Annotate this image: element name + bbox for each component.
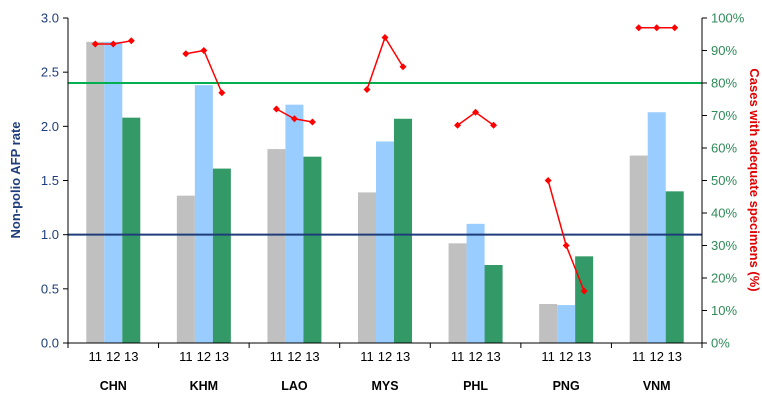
bar-chn-13 [122,117,141,344]
y-tick-label-right: 100% [711,11,745,26]
bar-phl-13 [484,265,503,343]
y-tick-label-left: 2.0 [41,119,59,134]
category-label-lao: LAO [281,379,308,393]
y-tick-label-left: 1.5 [41,173,59,188]
specimen-marker-lao-13 [308,118,316,126]
bar-khm-13 [212,168,231,343]
y-tick-label-right: 10% [711,303,737,318]
specimen-markers-group [91,24,679,295]
y-tick-label-right: 0% [711,336,730,351]
y-tick-label-right: 70% [711,108,737,123]
specimen-marker-khm-12 [200,47,208,54]
year-label-mys-13: 13 [396,349,410,364]
y-tick-label-left: 0.0 [41,336,59,351]
year-label-mys-11: 11 [360,349,374,364]
bar-khm-11 [176,195,195,343]
y-tick-label-left: 2.5 [41,65,59,80]
year-label-png-11: 11 [541,349,555,364]
y-tick-label-right: 30% [711,238,737,253]
bar-png-13 [575,256,594,343]
specimen-marker-lao-12 [290,115,298,123]
year-label-phl-13: 13 [486,349,500,364]
year-label-khm-13: 13 [215,349,229,364]
year-label-khm-12: 12 [197,349,211,364]
specimen-marker-khm-11 [182,50,190,58]
y-tick-label-right: 20% [711,271,737,286]
bar-phl-12 [466,223,485,343]
year-label-chn-13: 13 [124,349,138,364]
specimen-marker-mys-11 [363,86,371,93]
year-label-vnm-12: 12 [649,349,663,364]
year-label-khm-11: 11 [179,349,193,364]
specimen-marker-chn-11 [91,40,99,48]
bar-vnm-13 [665,191,684,343]
bar-lao-11 [267,149,286,343]
y-tick-label-left: 3.0 [41,11,59,26]
year-label-phl-12: 12 [468,349,482,364]
specimen-marker-chn-13 [127,37,135,45]
category-label-png: PNG [553,379,580,393]
bar-lao-12 [285,104,304,344]
year-label-lao-12: 12 [287,349,301,364]
category-label-phl: PHL [463,379,488,393]
y-tick-label-right: 50% [711,173,737,188]
y-tick-label-right: 60% [711,141,737,156]
specimen-marker-mys-12 [381,34,389,41]
year-label-mys-12: 12 [378,349,392,364]
specimen-marker-lao-11 [272,105,280,113]
year-label-png-12: 12 [559,349,573,364]
specimen-marker-phl-13 [490,121,498,129]
specimen-marker-phl-11 [454,121,462,129]
specimen-marker-vnm-12 [653,24,661,32]
reference-lines-group [68,82,702,236]
specimen-marker-chn-12 [109,40,117,48]
specimen-marker-khm-13 [218,89,226,97]
specimen-marker-vnm-13 [671,24,679,32]
year-label-chn-12: 12 [106,349,120,364]
specimen-marker-png-11 [544,177,552,184]
bar-mys-13 [394,118,412,343]
y-axis-title-left: Non-polio AFP rate [8,122,23,239]
bar-chn-12 [104,41,123,343]
specimen-line-mys [366,35,404,90]
specimen-marker-phl-12 [472,108,480,116]
year-label-lao-13: 13 [305,349,319,364]
bar-phl-11 [448,243,467,343]
category-label-mys: MYS [371,379,398,393]
year-label-phl-11: 11 [451,349,465,364]
specimen-marker-mys-13 [399,63,407,71]
category-label-vnm: VNM [643,379,671,393]
y-tick-label-left: 0.5 [41,281,59,296]
year-label-lao-11: 11 [270,349,284,364]
bar-mys-12 [376,141,394,343]
bar-chn-11 [86,41,105,343]
y-tick-label-right: 40% [711,206,737,221]
specimen-marker-vnm-11 [635,24,643,32]
year-label-vnm-13: 13 [667,349,681,364]
bar-lao-13 [303,156,322,343]
specimen-marker-png-12 [562,242,570,249]
year-label-png-13: 13 [577,349,591,364]
year-label-chn-11: 11 [89,349,103,364]
bar-khm-12 [194,85,213,344]
bar-vnm-12 [647,112,666,343]
y-tick-label-left: 1.0 [41,227,59,242]
bar-mys-11 [358,192,376,343]
specimen-marker-png-13 [580,287,588,295]
category-label-chn: CHN [100,379,127,393]
y-tick-label-right: 80% [711,76,737,91]
y-tick-label-right: 90% [711,43,737,58]
year-label-vnm-11: 11 [632,349,646,364]
category-label-khm: KHM [190,379,218,393]
bar-png-12 [557,305,576,343]
y-axis-title-right: Cases with adequate specimens (%) [747,68,762,291]
bar-series-group [86,41,684,344]
bar-png-11 [539,304,558,343]
bar-vnm-11 [629,155,648,343]
